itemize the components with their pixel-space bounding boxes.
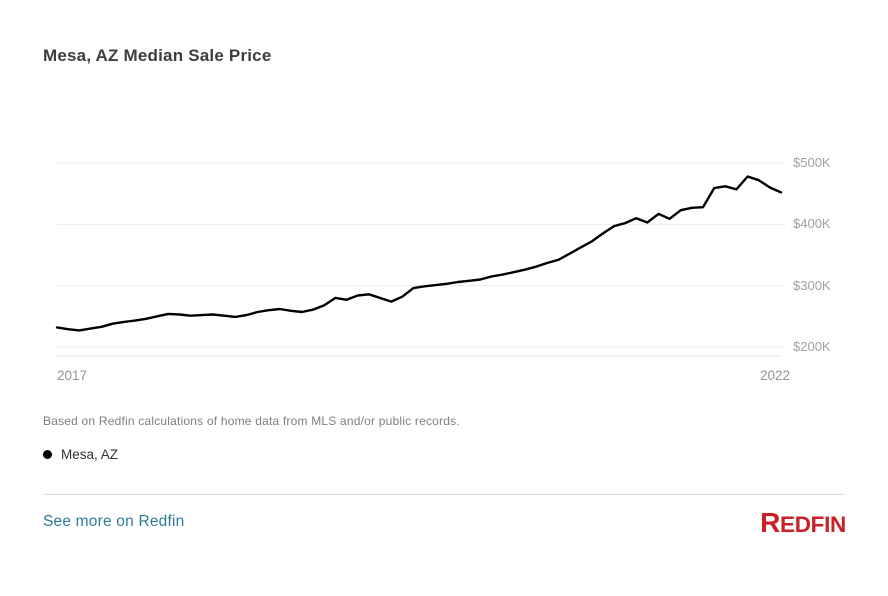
legend-dot-icon	[43, 450, 52, 459]
median-sale-price-line	[55, 175, 783, 332]
y-tick-label: $500K	[793, 155, 831, 170]
see-more-on-redfin-link[interactable]: See more on Redfin	[43, 513, 185, 530]
legend-label: Mesa, AZ	[61, 447, 119, 462]
y-tick-label: $300K	[793, 277, 831, 293]
chart-title: Mesa, AZ Median Sale Price	[43, 46, 272, 65]
redfin-logo[interactable]: REDFIN	[760, 507, 846, 538]
legend: Mesa, AZ	[43, 447, 118, 462]
y-tick-label: $400K	[793, 216, 831, 232]
y-tick-label: $200K	[793, 339, 831, 354]
footer-divider	[43, 494, 845, 495]
x-axis-label-2017: 2017	[57, 368, 88, 383]
data-source-footnote: Based on Redfin calculations of home dat…	[43, 414, 460, 428]
x-axis-label-2022: 2022	[759, 368, 790, 383]
